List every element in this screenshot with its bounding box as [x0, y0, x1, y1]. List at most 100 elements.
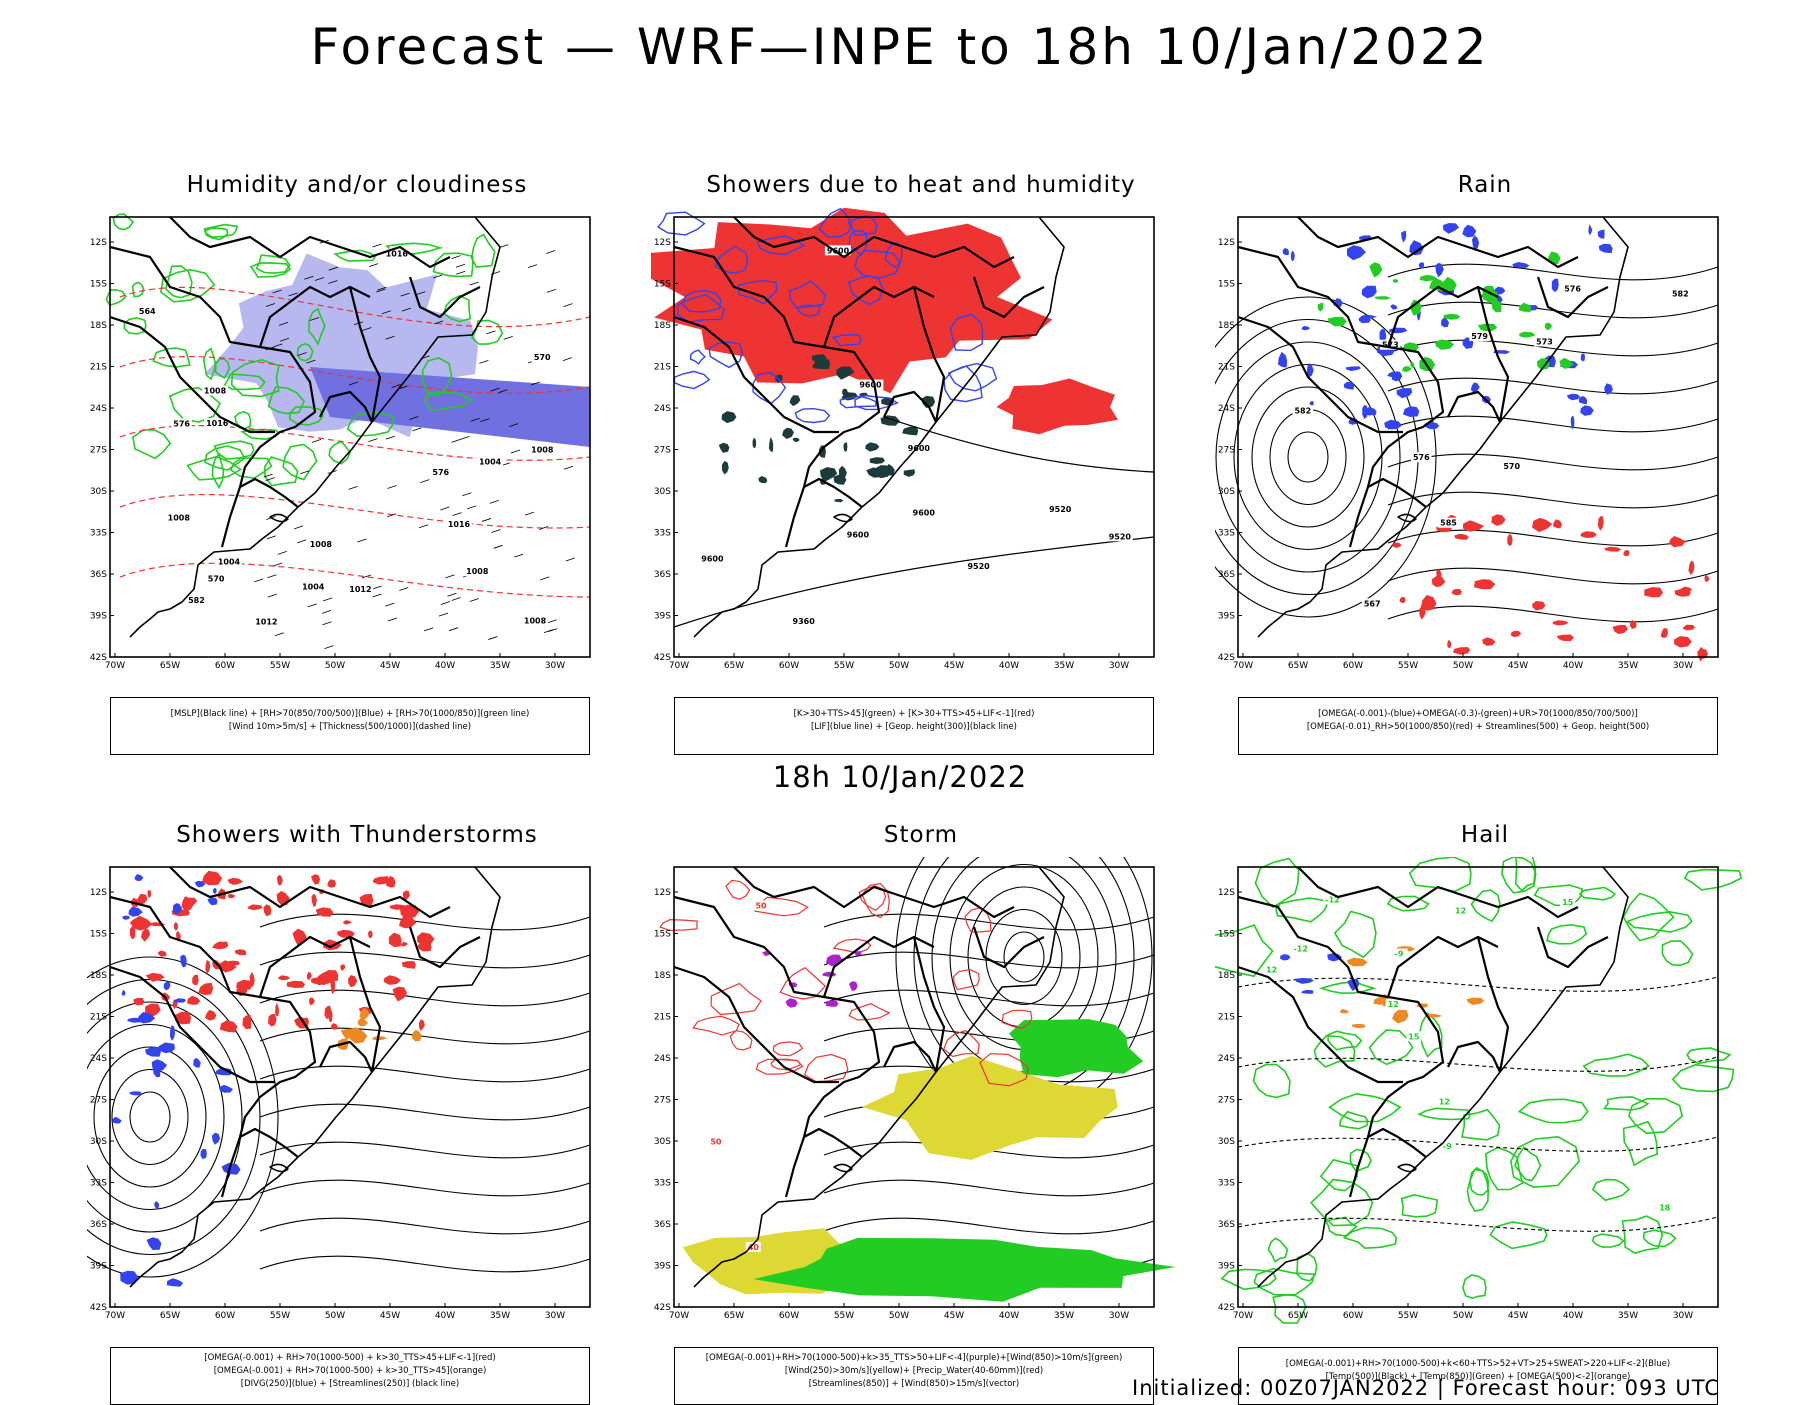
precip-cell — [205, 1009, 217, 1021]
lat-label: 42S — [654, 1303, 671, 1313]
precip-cell — [1532, 517, 1553, 533]
precip-cell — [1629, 620, 1637, 629]
lat-label: 27S — [90, 446, 107, 456]
precip-cell — [792, 437, 800, 443]
precip-cell — [174, 998, 186, 1003]
coastline — [129, 216, 501, 638]
precip-cell — [166, 1278, 184, 1287]
wind-vector — [514, 553, 524, 558]
panel-title: Hail — [1460, 822, 1510, 848]
precip-cell — [843, 442, 848, 452]
temp850-contour — [1349, 1148, 1372, 1173]
precip-cell — [157, 950, 167, 957]
legend-line: [OMEGA(-0.001) + RH>70(1000-500) + k>30_… — [204, 1353, 496, 1363]
contour-label: 582 — [1294, 407, 1311, 416]
streamline — [259, 1065, 591, 1083]
lat-label: 21S — [1218, 1013, 1235, 1023]
precip-cell — [1441, 317, 1449, 328]
lif-contour — [677, 293, 725, 323]
precip-cell — [1290, 250, 1295, 262]
precip-cell — [1410, 299, 1422, 316]
lat-label: 27S — [654, 446, 671, 456]
precip-cell — [128, 906, 143, 917]
contour-label: 9520 — [1109, 532, 1132, 541]
contour-label: 576 — [1413, 453, 1430, 462]
precip-cell — [1277, 351, 1288, 368]
streamline — [259, 989, 591, 1007]
precip-cell — [181, 896, 195, 912]
country-border — [1237, 245, 1429, 368]
contour-label-bg — [1392, 948, 1408, 959]
precip-cell — [838, 465, 847, 480]
wind-vector — [328, 280, 338, 284]
lake — [833, 1163, 853, 1173]
lat-label: 24S — [1218, 1054, 1235, 1064]
streamline — [87, 956, 279, 1278]
precip-cell — [212, 888, 217, 894]
precip-cell — [1604, 383, 1613, 395]
precip-cell — [1612, 624, 1628, 635]
contour-label: 570 — [1503, 462, 1520, 471]
precip-cell — [158, 1042, 175, 1054]
precip-cell — [1363, 407, 1377, 416]
wind-vector — [479, 360, 489, 364]
contour-label: 9600 — [913, 508, 936, 517]
map-frame — [1237, 216, 1719, 658]
lif-contour — [831, 334, 863, 347]
temp850-contour — [1621, 1215, 1664, 1255]
wind-vector — [279, 337, 289, 342]
contour-label-bg — [1438, 517, 1459, 528]
precip-cell — [1392, 542, 1402, 548]
streamline — [823, 1217, 1155, 1235]
wind-vector — [530, 381, 541, 386]
lon-label: 50W — [1453, 1311, 1473, 1321]
temp850-contour — [1400, 1193, 1439, 1218]
precip-water-contour — [710, 982, 762, 1016]
rh-green-contour — [471, 319, 504, 345]
contour-label-bg — [300, 581, 327, 592]
legend-line: [OMEGA(-0.001) + RH>70(1000-500) + k>30_… — [213, 1366, 487, 1376]
legend-line: [OMEGA(-0.001)+RH>70(1000-500)+k>35_TTS>… — [705, 1353, 1123, 1363]
wind-vector — [300, 470, 310, 475]
rh-green-contour — [432, 252, 474, 278]
wind-vector — [449, 627, 459, 632]
lon-label: 60W — [215, 1311, 235, 1321]
precip-cell — [120, 1270, 139, 1285]
precip-cell — [368, 930, 373, 939]
precip-cell — [1294, 978, 1315, 984]
precip-cell — [811, 354, 827, 362]
precip-cell — [173, 922, 178, 931]
lif-contour — [708, 341, 744, 369]
contour-label-bg — [1106, 531, 1133, 542]
wind-vector — [272, 289, 282, 294]
legend-line: [K>30+TTS>45](green) + [K>30+TTS>45+LIF<… — [793, 709, 1035, 719]
panel-showers-heat: Showers due to heat and humidity 9600 960… — [651, 172, 1191, 755]
contour-label-bg — [1291, 943, 1312, 954]
precip-cell — [1518, 302, 1532, 312]
lat-label: 27S — [90, 1096, 107, 1106]
precip-cell — [849, 981, 858, 992]
temp500-line — [1237, 1056, 1719, 1072]
contour-label: 585 — [1440, 519, 1457, 528]
lat-label: 15S — [1218, 930, 1235, 940]
rh-green-contour — [249, 262, 292, 278]
rh-green-contour — [296, 342, 314, 362]
precip-cell — [758, 476, 768, 484]
rh-green-contour — [112, 213, 135, 231]
wind-vector — [324, 645, 334, 649]
lon-label: 60W — [779, 1311, 799, 1321]
temp850-contour — [1683, 868, 1743, 891]
precip-cell — [163, 981, 171, 991]
precip-cell — [193, 1057, 201, 1068]
rh-green-contour — [230, 358, 280, 398]
temp850-contour — [1339, 1110, 1369, 1130]
country-border — [220, 1016, 317, 1198]
streamline — [1387, 415, 1719, 433]
lat-label: 24S — [90, 1054, 107, 1064]
geography — [1237, 216, 1629, 638]
contour-label-bg — [844, 529, 871, 540]
streamline — [823, 989, 1155, 1007]
precip-cell — [1482, 637, 1496, 646]
wind-vector — [466, 505, 477, 510]
lon-label: 60W — [779, 661, 799, 671]
